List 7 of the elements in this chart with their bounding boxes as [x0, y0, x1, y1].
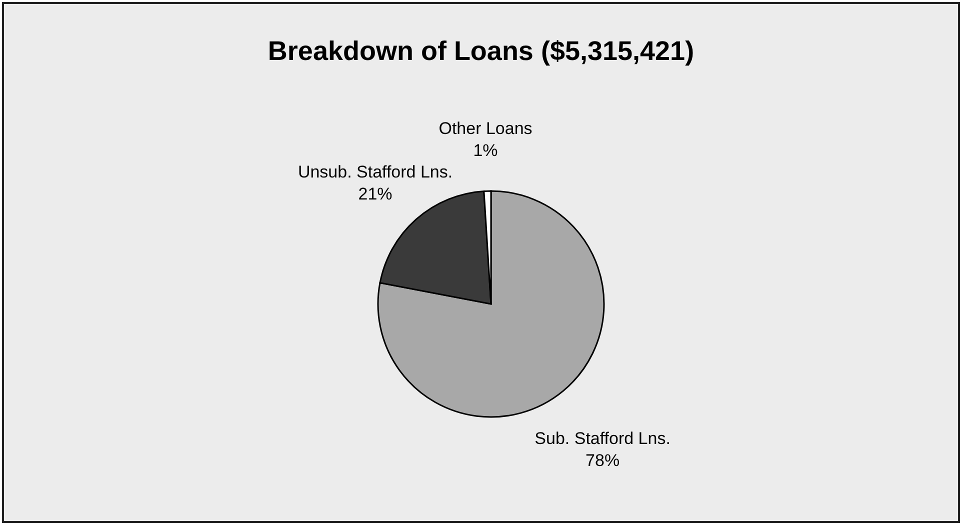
chart-title: Breakdown of Loans ($5,315,421): [268, 36, 694, 66]
slice-label: Unsub. Stafford Lns.: [298, 162, 453, 182]
slice-label: Other Loans: [438, 119, 532, 138]
data-label: 21%: [358, 184, 392, 204]
slice-label: Sub. Stafford Lns.: [534, 428, 670, 448]
data-label: 1%: [473, 141, 498, 160]
data-label: 78%: [586, 450, 620, 470]
